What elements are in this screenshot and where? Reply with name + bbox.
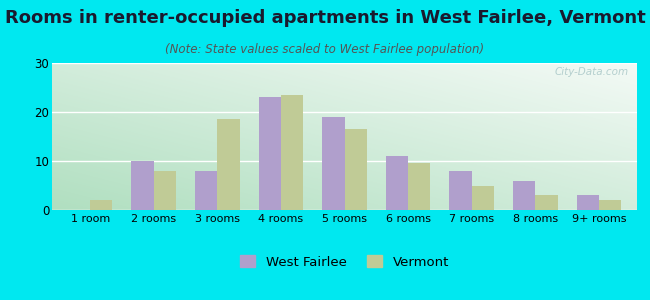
Bar xyxy=(259,97,281,210)
Bar xyxy=(131,161,154,210)
Bar xyxy=(449,171,472,210)
Bar xyxy=(513,181,535,210)
Bar xyxy=(599,200,621,210)
Bar xyxy=(90,200,112,210)
Bar xyxy=(217,119,240,210)
Bar xyxy=(386,156,408,210)
Bar xyxy=(281,95,303,210)
Text: Rooms in renter-occupied apartments in West Fairlee, Vermont: Rooms in renter-occupied apartments in W… xyxy=(5,9,645,27)
Bar xyxy=(472,185,494,210)
Bar xyxy=(344,129,367,210)
Text: (Note: State values scaled to West Fairlee population): (Note: State values scaled to West Fairl… xyxy=(166,44,484,56)
Legend: West Fairlee, Vermont: West Fairlee, Vermont xyxy=(234,250,455,274)
Bar xyxy=(322,117,344,210)
Bar xyxy=(577,195,599,210)
Bar xyxy=(408,164,430,210)
Text: City-Data.com: City-Data.com xyxy=(554,68,628,77)
Bar xyxy=(154,171,176,210)
Bar xyxy=(195,171,217,210)
Bar xyxy=(535,195,558,210)
